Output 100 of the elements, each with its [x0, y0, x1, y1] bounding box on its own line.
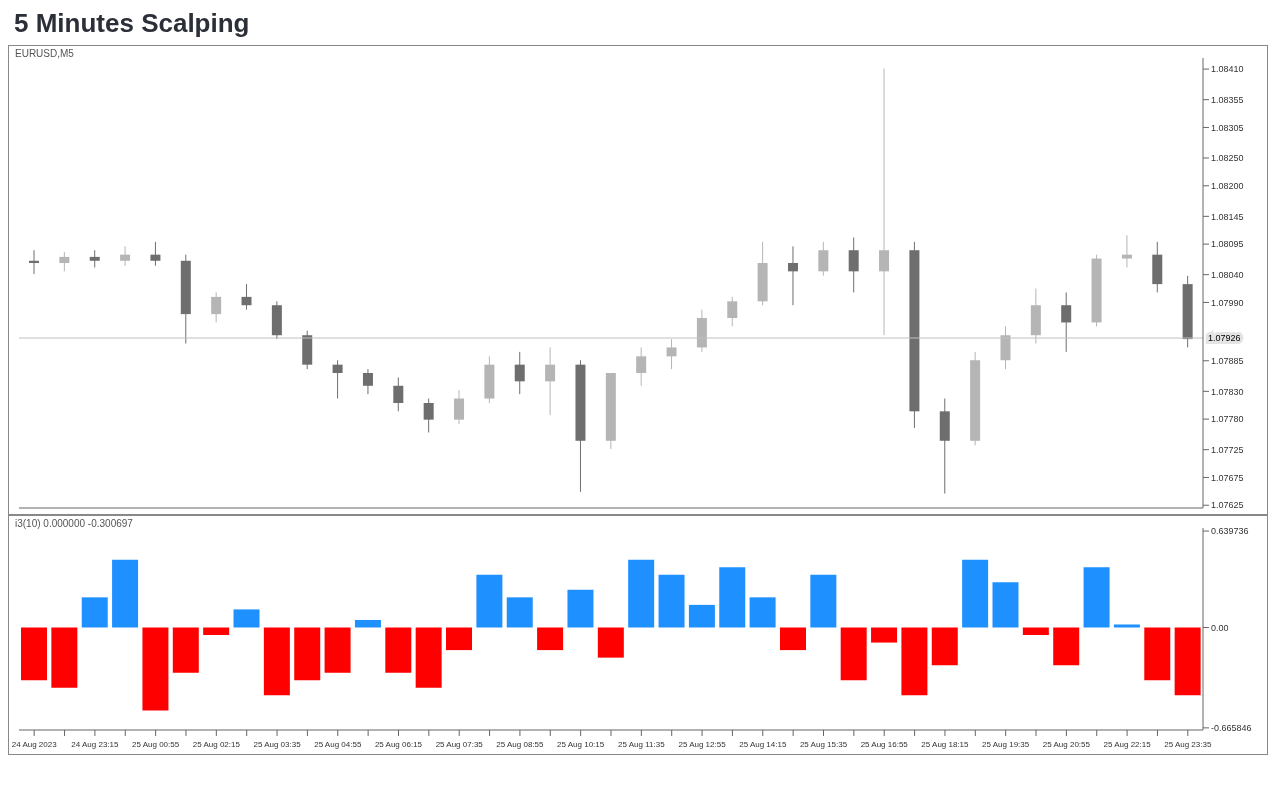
bar	[962, 559, 989, 628]
bar	[354, 619, 381, 628]
bar	[324, 627, 351, 673]
bar	[719, 567, 746, 628]
x-tick-label: 25 Aug 22:15	[1103, 740, 1152, 749]
x-tick-label: 25 Aug 07:35	[435, 740, 484, 749]
bar	[810, 574, 837, 628]
bar	[1022, 627, 1049, 636]
y-tick-label: 1.08250	[1211, 153, 1244, 164]
x-tick-label: 24 Aug 2023	[11, 740, 58, 749]
bar	[1144, 627, 1171, 681]
y-tick-label: 1.08145	[1211, 211, 1244, 222]
bar	[446, 627, 473, 651]
y-tick-label: 1.07625	[1211, 500, 1244, 511]
candlestick	[29, 249, 39, 275]
bar	[931, 627, 958, 666]
bar	[1053, 627, 1080, 666]
bar	[749, 597, 776, 628]
y-tick-label: 1.07780	[1211, 414, 1244, 425]
x-tick-label: 25 Aug 04:55	[314, 740, 362, 749]
y-tick-label: 1.08040	[1211, 269, 1244, 280]
bar	[476, 574, 503, 628]
x-tick-label: 25 Aug 18:15	[921, 740, 970, 749]
candlestick	[150, 241, 161, 267]
bar	[992, 582, 1019, 628]
candlestick	[818, 241, 829, 277]
candlestick	[636, 346, 647, 387]
x-tick-label: 24 Aug 23:15	[71, 740, 120, 749]
x-tick-label: 25 Aug 19:35	[982, 740, 1030, 749]
y-tick-label: 0.00	[1211, 622, 1229, 633]
candlestick	[120, 245, 131, 267]
x-tick-label: 25 Aug 12:55	[678, 740, 727, 749]
candlestick	[879, 68, 890, 336]
y-tick-label: 1.07990	[1211, 297, 1244, 308]
x-tick-label: 25 Aug 10:15	[557, 740, 605, 749]
bar	[172, 627, 199, 673]
bar	[294, 627, 321, 681]
bar	[567, 589, 594, 628]
candlestick	[545, 346, 556, 416]
x-tick-label: 25 Aug 02:15	[192, 740, 241, 749]
x-tick-label: 25 Aug 14:15	[739, 740, 787, 749]
x-tick-label: 25 Aug 08:55	[496, 740, 545, 749]
bar	[263, 627, 290, 696]
bar	[1113, 624, 1140, 628]
chart-title: 5 Minutes Scalping	[14, 8, 251, 39]
x-tick-label: 25 Aug 20:55	[1042, 740, 1091, 749]
candlestick	[514, 351, 525, 395]
bar	[597, 627, 624, 658]
candlestick	[393, 376, 404, 412]
y-tick-label: 1.08355	[1211, 94, 1244, 105]
bar	[1174, 627, 1201, 696]
candlestick	[211, 291, 222, 323]
bar	[658, 574, 685, 628]
y-tick-label: 1.08305	[1211, 122, 1244, 133]
y-tick-label: 1.08200	[1211, 180, 1244, 191]
bar	[112, 559, 139, 628]
y-tick-label: 1.07885	[1211, 355, 1244, 366]
candlestick	[1121, 234, 1132, 268]
candlestick	[362, 368, 373, 395]
bar	[51, 627, 78, 688]
bar	[840, 627, 867, 681]
x-tick-label: 25 Aug 16:55	[860, 740, 909, 749]
x-tick-label: 25 Aug 11:35	[618, 740, 666, 749]
y-tick-label: 0.639736	[1211, 526, 1249, 537]
bar	[901, 627, 928, 696]
bar	[21, 627, 47, 681]
ref-line-label: 1.07926	[1208, 333, 1241, 344]
annotation: i3(10) 0.000000 -0.300697	[15, 518, 133, 529]
bar	[688, 604, 715, 628]
bar	[537, 627, 564, 651]
bar	[628, 559, 655, 628]
y-tick-label: 1.07830	[1211, 386, 1244, 397]
bar	[506, 597, 533, 628]
candlestick	[848, 236, 859, 293]
candlestick	[787, 245, 798, 306]
bar	[779, 627, 806, 651]
y-tick-label: 1.07675	[1211, 472, 1244, 483]
bar	[871, 627, 898, 643]
x-tick-label: 25 Aug 00:55	[132, 740, 180, 749]
candlestick	[241, 283, 252, 311]
bar	[233, 609, 260, 628]
x-tick-label: 25 Aug 03:35	[253, 740, 302, 749]
bar	[203, 627, 230, 636]
y-tick-label: 1.07725	[1211, 444, 1244, 455]
bar	[81, 597, 108, 628]
x-tick-label: 25 Aug 15:35	[799, 740, 848, 749]
candlestick	[727, 296, 738, 327]
candlestick	[423, 398, 434, 433]
candlestick	[1061, 291, 1072, 353]
x-tick-label: 25 Aug 06:15	[374, 740, 423, 749]
bar	[1083, 567, 1110, 628]
y-tick-label: 1.08410	[1211, 64, 1244, 75]
y-tick-label: -0.665846	[1211, 723, 1252, 734]
candlestick	[454, 389, 465, 425]
x-tick-label: 25 Aug 23:35	[1164, 740, 1212, 749]
candlestick	[59, 251, 70, 272]
bar	[415, 627, 442, 688]
annotation: EURUSD,M5	[15, 48, 74, 59]
bar	[385, 627, 412, 673]
candlestick	[332, 359, 343, 400]
